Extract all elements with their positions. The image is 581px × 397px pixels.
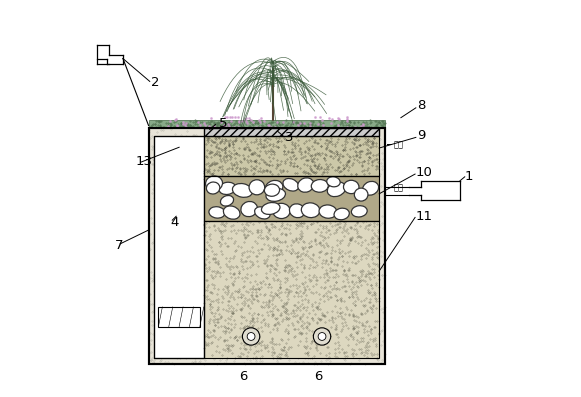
Text: 9: 9 xyxy=(417,129,425,142)
Ellipse shape xyxy=(266,180,283,195)
Ellipse shape xyxy=(219,182,236,195)
Bar xyxy=(149,120,385,127)
Ellipse shape xyxy=(289,204,305,218)
Ellipse shape xyxy=(297,178,314,192)
Circle shape xyxy=(247,333,255,340)
Bar xyxy=(204,136,379,175)
Ellipse shape xyxy=(209,207,225,218)
Bar xyxy=(204,221,379,358)
Text: 3: 3 xyxy=(285,131,293,144)
Ellipse shape xyxy=(232,183,253,197)
Text: 外渗: 外渗 xyxy=(394,183,404,192)
Ellipse shape xyxy=(327,177,340,187)
Ellipse shape xyxy=(334,208,349,220)
Ellipse shape xyxy=(220,195,234,206)
Text: 6: 6 xyxy=(239,370,248,383)
Circle shape xyxy=(318,333,326,340)
Bar xyxy=(155,136,204,358)
Ellipse shape xyxy=(311,179,328,192)
Bar xyxy=(204,127,379,136)
Text: 外渗: 外渗 xyxy=(394,141,404,150)
Text: 10: 10 xyxy=(416,166,433,179)
Bar xyxy=(155,136,204,358)
Text: 13: 13 xyxy=(136,154,153,168)
Circle shape xyxy=(242,328,260,345)
Ellipse shape xyxy=(254,207,270,219)
Ellipse shape xyxy=(264,184,279,196)
Bar xyxy=(204,175,379,221)
Text: 11: 11 xyxy=(416,210,433,223)
Ellipse shape xyxy=(327,182,346,197)
Ellipse shape xyxy=(249,180,265,195)
Ellipse shape xyxy=(302,203,320,218)
Ellipse shape xyxy=(241,201,257,217)
Bar xyxy=(204,136,379,358)
Circle shape xyxy=(313,328,331,345)
Ellipse shape xyxy=(206,182,220,194)
Ellipse shape xyxy=(206,176,223,191)
Ellipse shape xyxy=(283,179,299,191)
Text: 5: 5 xyxy=(219,117,227,130)
Ellipse shape xyxy=(261,202,280,214)
Bar xyxy=(159,307,200,327)
Text: 4: 4 xyxy=(170,216,178,229)
Ellipse shape xyxy=(354,188,368,201)
Text: 7: 7 xyxy=(115,239,124,252)
Text: 1: 1 xyxy=(465,170,474,183)
Bar xyxy=(149,127,385,364)
Ellipse shape xyxy=(223,206,240,219)
Ellipse shape xyxy=(343,180,359,194)
Ellipse shape xyxy=(319,205,337,218)
Text: 6: 6 xyxy=(314,370,322,383)
Text: 2: 2 xyxy=(150,76,159,89)
Bar xyxy=(149,127,385,364)
Ellipse shape xyxy=(352,206,367,217)
Ellipse shape xyxy=(272,203,290,219)
Text: 8: 8 xyxy=(417,99,425,112)
Ellipse shape xyxy=(363,181,379,195)
Ellipse shape xyxy=(266,189,285,201)
